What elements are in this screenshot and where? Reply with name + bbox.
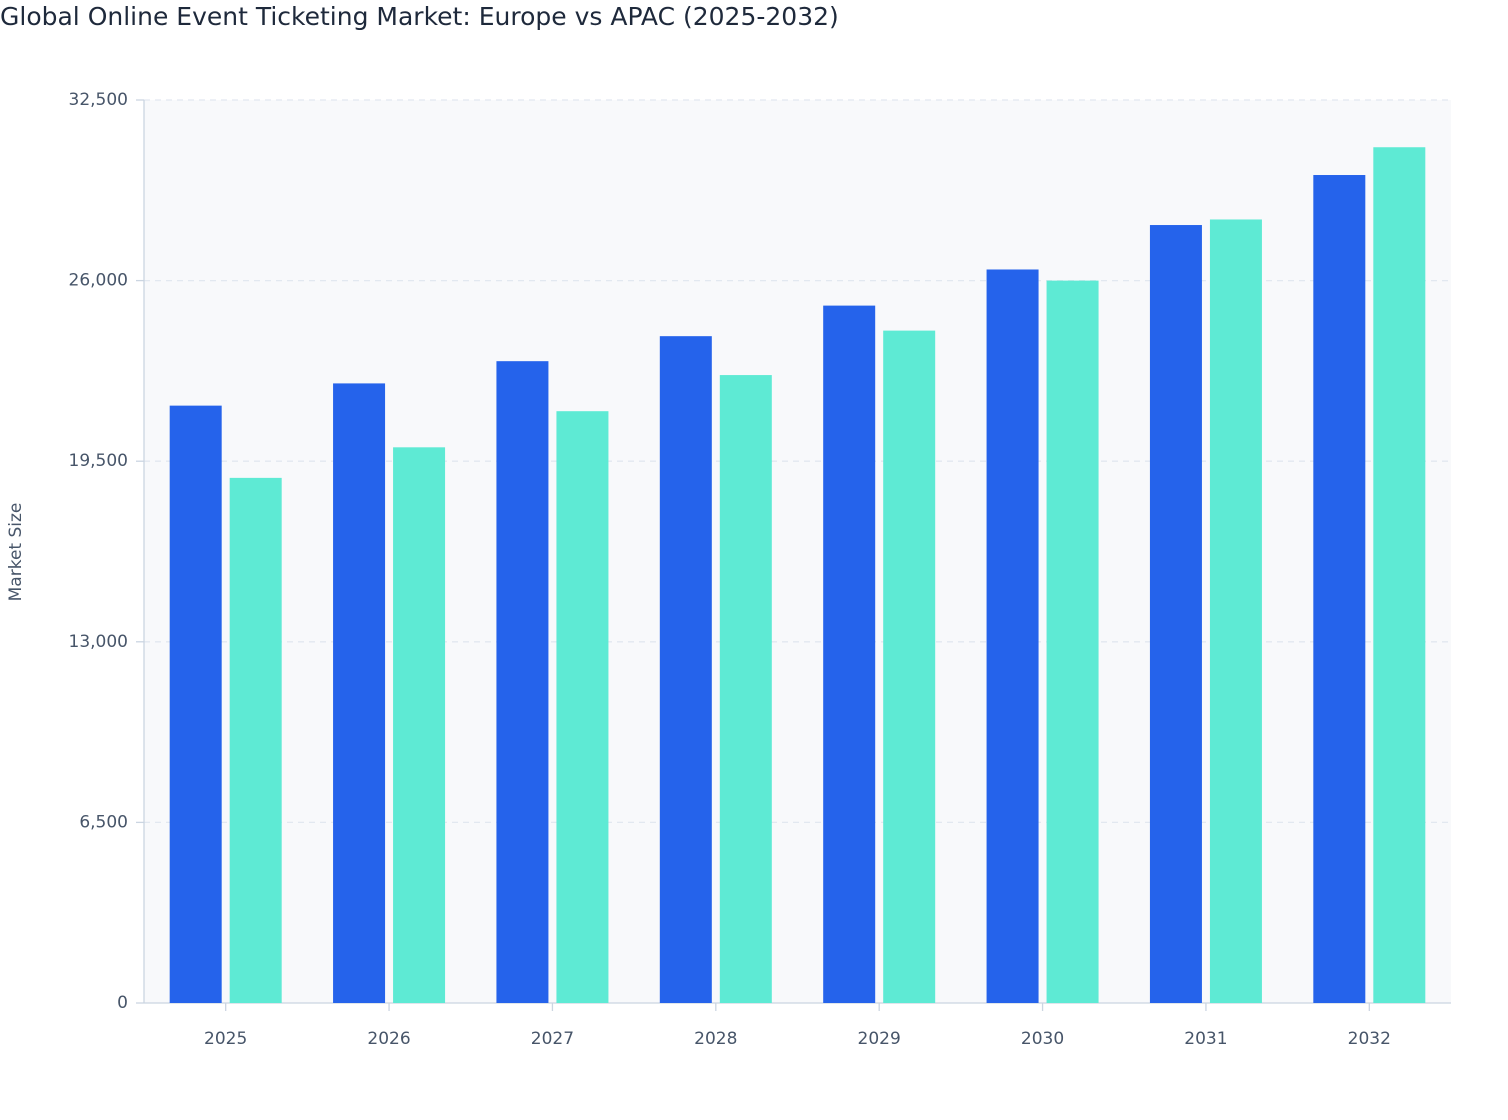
bar <box>393 447 446 1003</box>
bar <box>169 405 222 1004</box>
x-tick-label: 2032 <box>1348 1029 1391 1049</box>
x-tick-label: 2026 <box>367 1029 410 1049</box>
bar <box>556 411 609 1003</box>
x-tick-label: 2029 <box>858 1029 901 1049</box>
bar <box>1373 147 1426 1004</box>
x-tick-label: 2031 <box>1184 1029 1227 1049</box>
bar <box>659 336 712 1004</box>
bar <box>883 330 936 1003</box>
bar <box>1209 219 1262 1003</box>
bar <box>719 375 772 1003</box>
bar <box>1313 175 1366 1004</box>
bar <box>1046 280 1099 1004</box>
x-tick-label: 2030 <box>1021 1029 1064 1049</box>
x-tick-label: 2025 <box>204 1029 247 1049</box>
y-tick-label: 6,500 <box>79 812 128 832</box>
y-tick-label: 32,500 <box>69 90 128 110</box>
y-tick-label: 26,000 <box>69 271 128 291</box>
bar <box>333 383 386 1003</box>
bar <box>496 361 549 1003</box>
x-tick-label: 2028 <box>694 1029 737 1049</box>
y-axis-label: Market Size <box>6 503 26 602</box>
chart-title: Global Online Event Ticketing Market: Eu… <box>0 2 839 31</box>
x-tick-label: 2027 <box>531 1029 574 1049</box>
y-tick-label: 0 <box>117 993 128 1013</box>
y-tick-label: 19,500 <box>69 451 128 471</box>
bar <box>986 269 1039 1003</box>
y-tick-label: 13,000 <box>69 632 128 652</box>
bar <box>1149 225 1202 1003</box>
bar <box>823 305 876 1003</box>
bar <box>229 477 282 1004</box>
